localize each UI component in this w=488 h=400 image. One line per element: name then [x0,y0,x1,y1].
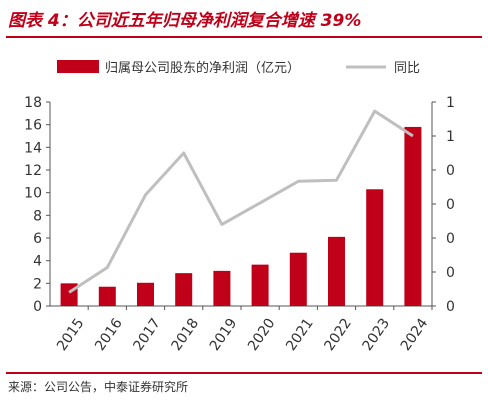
chart-title: 图表 4：公司近五年归母净利润复合增速 39% [8,11,362,31]
x-tick-label: 2015 [54,316,88,354]
x-tick-label: 2019 [207,316,241,354]
right-tick-label: 0 [446,197,455,213]
right-tick-label: 0 [446,163,455,179]
right-tick-label: 0 [446,299,455,315]
left-tick-label: 8 [33,208,42,224]
left-tick-label: 4 [33,254,42,270]
bar-2018 [175,273,193,306]
left-tick-label: 16 [24,118,42,134]
right-tick-label: 1 [446,95,455,111]
x-tick-label: 2018 [169,316,203,354]
bar-2020 [251,264,269,306]
bar-2024 [404,126,422,306]
left-tick-label: 12 [24,163,42,179]
bar-2021 [289,252,307,306]
legend-label-line: 同比 [394,61,420,76]
x-tick-label: 2023 [360,316,394,354]
x-tick-label: 2022 [321,316,355,354]
left-tick-label: 10 [24,186,42,202]
left-tick-label: 0 [33,299,42,315]
x-tick-label: 2021 [283,316,317,354]
footer-divider [6,372,482,374]
left-tick-label: 14 [24,140,42,156]
legend-label-bar: 归属母公司股东的净利润（亿元） [105,60,300,76]
x-tick-label: 2017 [130,316,164,354]
right-tick-label: 1 [446,129,455,145]
bar-2019 [213,270,231,306]
yoy-line [68,109,414,294]
bar-2023 [366,189,384,306]
x-tick-label: 2020 [245,316,279,354]
x-tick-label: 2024 [398,315,432,353]
legend-swatch-bar [57,60,99,73]
combo-chart: 归属母公司股东的净利润（亿元） 同比 0 2 4 6 8 10 12 14 16 18 0 0 0 0 0 1 1 2… [24,60,455,354]
left-tick-label: 2 [33,276,42,292]
title-divider [6,36,482,38]
bar-2017 [137,282,154,306]
bar-2022 [328,236,345,306]
right-tick-label: 0 [446,265,455,281]
bar-2016 [98,286,116,306]
right-tick-label: 0 [446,231,455,247]
left-tick-label: 6 [33,231,42,247]
left-tick-label: 18 [24,95,42,111]
source-note: 来源：公司公告，中泰证券研究所 [8,380,189,394]
x-tick-label: 2016 [92,315,126,353]
